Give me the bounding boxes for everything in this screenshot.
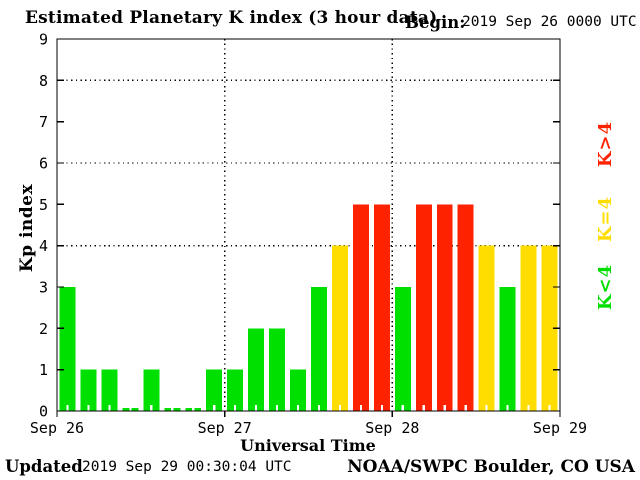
legend-k-below-4: K<4 bbox=[595, 263, 616, 311]
legend-k-equal-4: K=4 bbox=[595, 195, 616, 243]
kp-bar bbox=[415, 204, 432, 411]
x-day-label: Sep 29 bbox=[533, 419, 587, 437]
bar-tick-notch bbox=[359, 405, 362, 411]
y-tick-label: 4 bbox=[39, 237, 48, 255]
bar-tick-notch bbox=[275, 405, 279, 411]
y-tick-label: 3 bbox=[39, 279, 48, 297]
kp-bar bbox=[80, 369, 97, 411]
y-tick-label: 1 bbox=[39, 361, 48, 379]
bar-tick-notch bbox=[527, 405, 530, 411]
kp-bar bbox=[478, 245, 495, 411]
bar-tick-notch bbox=[234, 405, 237, 411]
bar-tick-notch bbox=[485, 405, 488, 411]
bar-tick-notch bbox=[171, 405, 174, 411]
kp-bar bbox=[331, 245, 348, 411]
kp-bar bbox=[59, 287, 76, 411]
kp-bar bbox=[457, 204, 474, 411]
y-tick-label: 2 bbox=[39, 320, 48, 338]
y-tick-label: 0 bbox=[39, 403, 48, 421]
legend-k-above-4: K>4 bbox=[595, 120, 616, 168]
bar-tick-notch bbox=[506, 405, 509, 411]
bar-tick-notch bbox=[192, 405, 195, 411]
kp-bar bbox=[269, 328, 286, 411]
source-credit: NOAA/SWPC Boulder, CO USA bbox=[347, 457, 635, 477]
bar-tick-notch bbox=[296, 405, 300, 411]
begin-value: 2019 Sep 26 0000 UTC bbox=[462, 14, 637, 30]
kp-bar bbox=[101, 369, 118, 411]
y-axis-label: Kp index bbox=[17, 183, 37, 273]
bar-tick-notch bbox=[422, 405, 425, 411]
kp-bar bbox=[352, 204, 369, 411]
bar-tick-notch bbox=[464, 405, 467, 411]
kp-bar bbox=[248, 328, 265, 411]
y-tick-label: 6 bbox=[39, 155, 48, 173]
y-tick-label: 8 bbox=[39, 72, 48, 90]
bar-tick-notch bbox=[87, 405, 90, 411]
y-tick-label: 5 bbox=[39, 196, 48, 214]
updated-value: 2019 Sep 29 00:30:04 UTC bbox=[82, 459, 292, 475]
kp-bar bbox=[499, 287, 516, 411]
bar-tick-notch bbox=[213, 405, 216, 411]
kp-bar bbox=[311, 287, 327, 411]
bar-tick-notch bbox=[317, 405, 321, 411]
bar-tick-notch bbox=[380, 405, 383, 411]
x-axis-label: Universal Time bbox=[240, 436, 376, 455]
bar-tick-notch bbox=[129, 405, 132, 411]
bar-tick-notch bbox=[255, 405, 258, 411]
bar-tick-notch bbox=[66, 405, 69, 411]
x-day-label: Sep 27 bbox=[198, 419, 252, 437]
bar-tick-notch bbox=[548, 405, 551, 411]
bar-tick-notch bbox=[338, 405, 342, 411]
begin-label: Begin: bbox=[405, 13, 466, 32]
plot-frame bbox=[56, 38, 561, 412]
bar-tick-notch bbox=[443, 405, 446, 411]
x-day-label: Sep 26 bbox=[30, 419, 84, 437]
kp-bar bbox=[206, 369, 223, 411]
x-day-label: Sep 28 bbox=[365, 419, 419, 437]
kp-bar bbox=[143, 369, 160, 411]
bar-tick-notch bbox=[401, 405, 404, 411]
chart-title: Estimated Planetary K index (3 hour data… bbox=[25, 8, 438, 28]
bar-tick-notch bbox=[108, 405, 111, 411]
kp-bar bbox=[520, 245, 537, 411]
kp-bar bbox=[394, 287, 411, 411]
kp-bar bbox=[227, 369, 244, 411]
y-tick-label: 7 bbox=[39, 113, 48, 131]
kp-bar bbox=[290, 369, 306, 411]
y-tick-label: 9 bbox=[39, 31, 48, 49]
bar-tick-notch bbox=[150, 405, 153, 411]
kp-bar bbox=[436, 204, 453, 411]
kp-bar bbox=[373, 204, 390, 411]
updated-label: Updated bbox=[5, 457, 83, 476]
